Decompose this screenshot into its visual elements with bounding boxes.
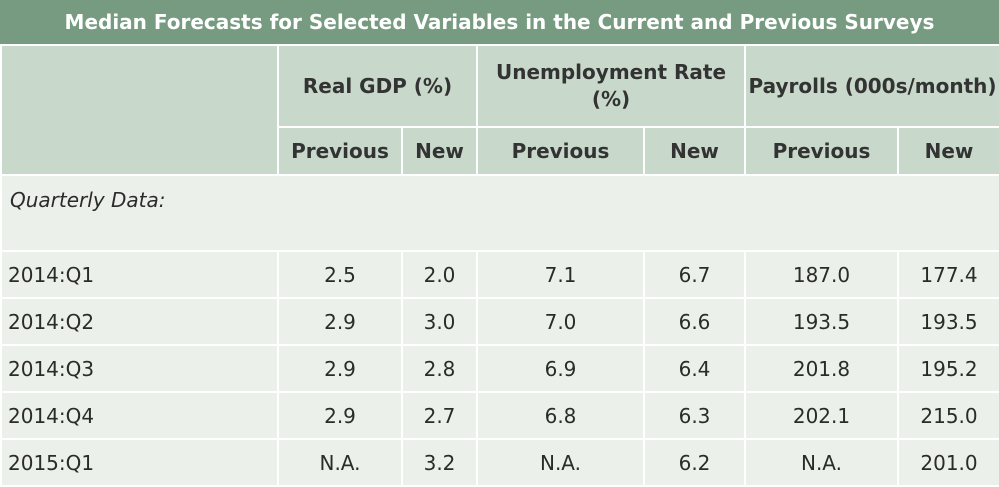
cell-gdp-previous: 2.9 <box>277 297 403 346</box>
cell-unemployment-previous: 6.8 <box>476 391 645 440</box>
cell-unemployment-previous: 6.9 <box>476 344 645 393</box>
cell-payrolls-new: 215.0 <box>896 391 999 440</box>
cell-payrolls-previous: 202.1 <box>744 391 899 440</box>
section-label-quarterly: Quarterly Data: <box>0 174 999 252</box>
cell-gdp-previous: N.A. <box>277 438 403 487</box>
cell-gdp-previous: 2.5 <box>277 250 403 299</box>
row-label: 2015:Q1 <box>0 438 279 487</box>
cell-payrolls-previous: 187.0 <box>744 250 899 299</box>
row-label: 2014:Q4 <box>0 391 279 440</box>
cell-payrolls-previous: 201.8 <box>744 344 899 393</box>
subheader-unemployment-new: New <box>643 126 746 176</box>
cell-gdp-previous: 2.9 <box>277 344 403 393</box>
table-row: 2014:Q2 2.9 3.0 7.0 6.6 193.5 193.5 <box>0 297 999 346</box>
header-unemployment-rate: Unemployment Rate (%) <box>476 44 746 128</box>
subheader-payrolls-previous: Previous <box>744 126 899 176</box>
subheader-unemployment-previous: Previous <box>476 126 645 176</box>
cell-gdp-new: 3.0 <box>401 297 478 346</box>
subheader-payrolls-new: New <box>896 126 999 176</box>
subheader-gdp-previous: Previous <box>277 126 403 176</box>
header-real-gdp: Real GDP (%) <box>277 44 478 128</box>
cell-payrolls-new: 177.4 <box>896 250 999 299</box>
cell-unemployment-previous: 7.1 <box>476 250 645 299</box>
cell-unemployment-new: 6.4 <box>643 344 746 393</box>
cell-gdp-previous: 2.9 <box>277 391 403 440</box>
cell-unemployment-new: 6.2 <box>643 438 746 487</box>
cell-payrolls-previous: N.A. <box>744 438 899 487</box>
cell-payrolls-previous: 193.5 <box>744 297 899 346</box>
cell-gdp-new: 2.7 <box>401 391 478 440</box>
subheader-gdp-new: New <box>401 126 478 176</box>
row-label: 2014:Q3 <box>0 344 279 393</box>
cell-unemployment-new: 6.6 <box>643 297 746 346</box>
cell-payrolls-new: 201.0 <box>896 438 999 487</box>
row-label: 2014:Q2 <box>0 297 279 346</box>
cell-payrolls-new: 193.5 <box>896 297 999 346</box>
cell-unemployment-new: 6.7 <box>643 250 746 299</box>
cell-unemployment-new: 6.3 <box>643 391 746 440</box>
cell-gdp-new: 2.0 <box>401 250 478 299</box>
row-label: 2014:Q1 <box>0 250 279 299</box>
cell-unemployment-previous: 7.0 <box>476 297 645 346</box>
forecast-table: Real GDP (%) Unemployment Rate (%) Payro… <box>0 44 999 487</box>
cell-gdp-new: 2.8 <box>401 344 478 393</box>
stub-header <box>0 44 279 176</box>
table-row: 2014:Q3 2.9 2.8 6.9 6.4 201.8 195.2 <box>0 344 999 393</box>
table-title: Median Forecasts for Selected Variables … <box>0 0 999 44</box>
cell-payrolls-new: 195.2 <box>896 344 999 393</box>
table-row: 2015:Q1 N.A. 3.2 N.A. 6.2 N.A. 201.0 <box>0 438 999 487</box>
table-row: 2014:Q1 2.5 2.0 7.1 6.7 187.0 177.4 <box>0 250 999 299</box>
cell-unemployment-previous: N.A. <box>476 438 645 487</box>
header-payrolls: Payrolls (000s/month) <box>743 44 999 128</box>
table-row: 2014:Q4 2.9 2.7 6.8 6.3 202.1 215.0 <box>0 391 999 440</box>
cell-gdp-new: 3.2 <box>401 438 478 487</box>
